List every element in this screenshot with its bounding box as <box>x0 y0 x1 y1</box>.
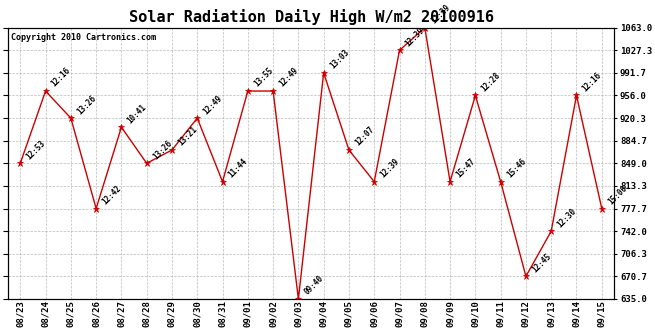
Text: 12:53: 12:53 <box>24 138 47 161</box>
Text: 12:28: 12:28 <box>479 71 502 93</box>
Text: 12:39: 12:39 <box>403 25 426 48</box>
Text: 15:47: 15:47 <box>455 157 477 180</box>
Text: 12:30: 12:30 <box>555 206 578 229</box>
Text: 12:39: 12:39 <box>379 157 401 180</box>
Text: 12:49: 12:49 <box>202 93 224 116</box>
Text: 13:26: 13:26 <box>75 93 98 116</box>
Text: 13:26: 13:26 <box>151 138 174 161</box>
Text: 09:40: 09:40 <box>303 274 326 297</box>
Text: 15:46: 15:46 <box>505 157 527 180</box>
Text: 12:42: 12:42 <box>100 183 123 206</box>
Text: 12:16: 12:16 <box>50 66 73 89</box>
Text: 13:21: 13:21 <box>176 125 199 148</box>
Text: 12:45: 12:45 <box>530 251 553 274</box>
Title: Solar Radiation Daily High W/m2 20100916: Solar Radiation Daily High W/m2 20100916 <box>128 9 493 25</box>
Text: 15:00: 15:00 <box>606 183 629 206</box>
Text: 11:44: 11:44 <box>227 157 250 180</box>
Text: 12:29: 12:29 <box>429 3 452 25</box>
Text: 12:16: 12:16 <box>581 71 603 93</box>
Text: 10:41: 10:41 <box>126 102 148 125</box>
Text: Copyright 2010 Cartronics.com: Copyright 2010 Cartronics.com <box>10 33 156 42</box>
Text: 12:07: 12:07 <box>353 125 376 148</box>
Text: 13:55: 13:55 <box>252 66 274 89</box>
Text: 12:49: 12:49 <box>277 66 300 89</box>
Text: 13:03: 13:03 <box>328 48 350 71</box>
